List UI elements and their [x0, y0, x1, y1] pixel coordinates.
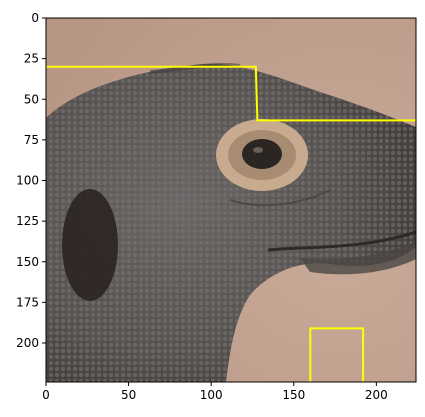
ear-opening — [62, 189, 118, 301]
y-tick-label: 150 — [16, 255, 39, 269]
mouth-line — [267, 230, 416, 252]
x-axis: 0 50 100 150 200 — [42, 382, 388, 402]
x-tick-label: 150 — [282, 388, 305, 402]
eye-highlight — [253, 147, 263, 153]
y-tick-label: 125 — [16, 214, 39, 228]
y-tick-label: 25 — [24, 52, 39, 66]
scale-texture — [46, 63, 416, 382]
y-tick-label: 75 — [24, 133, 39, 147]
x-tick-label: 100 — [200, 388, 223, 402]
y-tick-label: 100 — [16, 174, 39, 188]
photo — [46, 18, 416, 382]
y-tick-label: 200 — [16, 336, 39, 350]
x-tick-label: 200 — [365, 388, 388, 402]
x-tick-label: 0 — [42, 388, 50, 402]
eye — [242, 139, 282, 169]
y-axis: 0 25 50 75 100 125 150 175 200 — [16, 11, 46, 350]
y-tick-label: 0 — [31, 11, 39, 25]
annotation-overlay — [46, 65, 416, 382]
axes-frame — [45, 17, 417, 383]
yellow-outline-line — [46, 65, 416, 122]
yellow-box-marker — [309, 327, 365, 382]
y-tick-label: 50 — [24, 92, 39, 106]
lower-jaw-shading — [300, 240, 416, 275]
y-tick-label: 175 — [16, 295, 39, 309]
cheek-fold — [229, 189, 331, 207]
x-tick-label: 50 — [121, 388, 136, 402]
